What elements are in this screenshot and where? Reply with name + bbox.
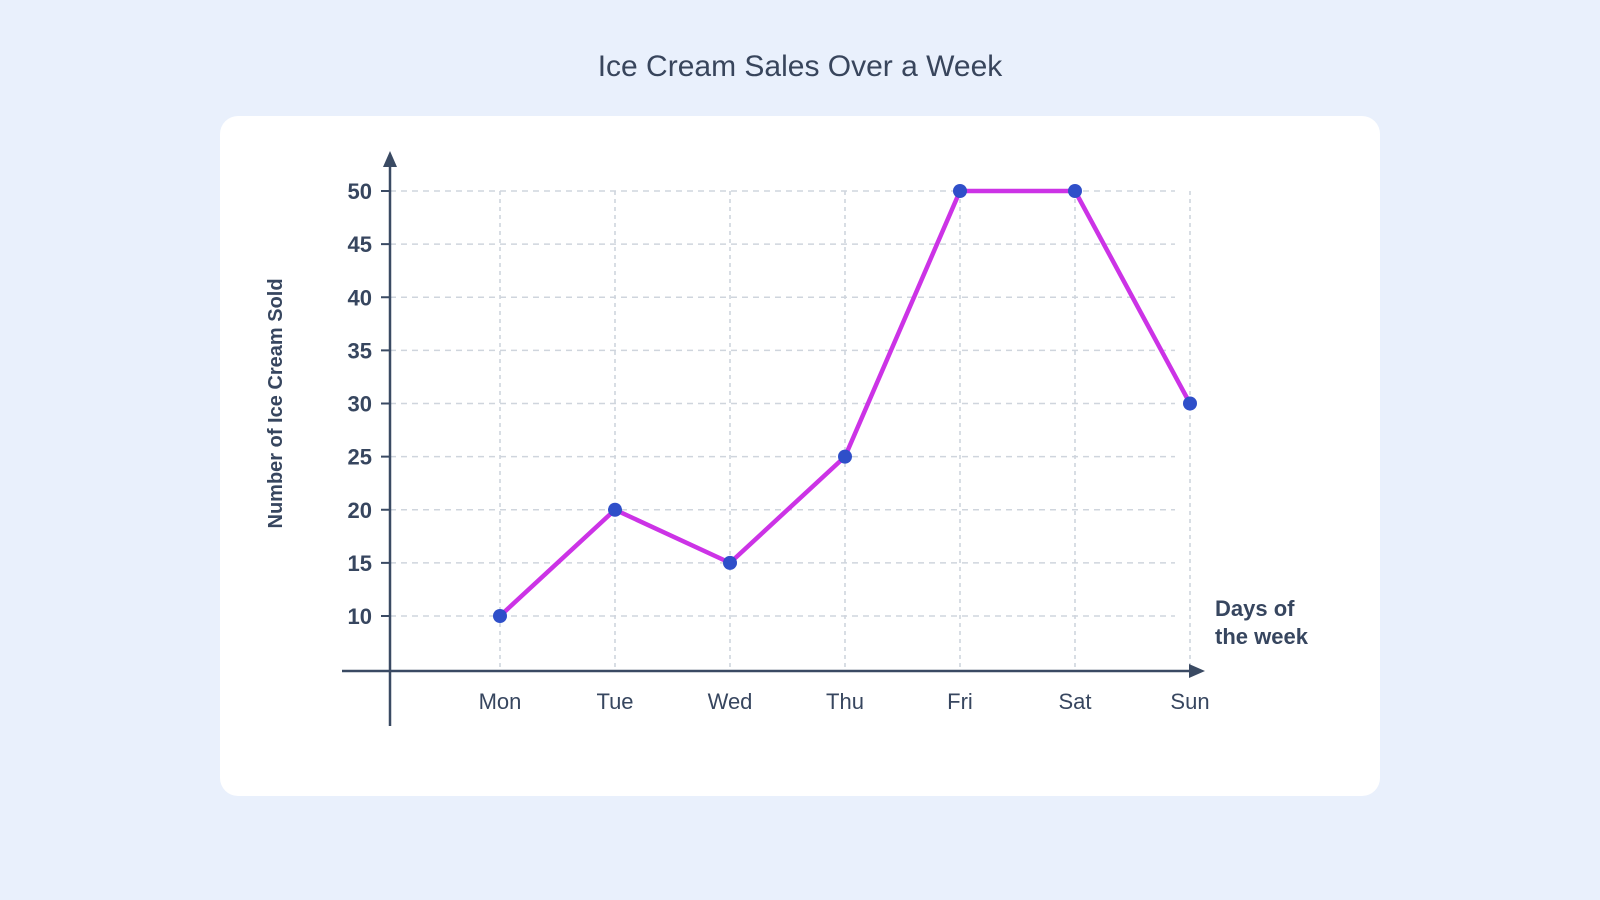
y-tick-label: 45 [348, 232, 372, 257]
y-tick-label: 40 [348, 285, 372, 310]
x-tick-label: Mon [479, 689, 522, 714]
x-tick-label: Thu [826, 689, 864, 714]
chart-title: Ice Cream Sales Over a Week [598, 50, 1003, 84]
series-point [838, 450, 852, 464]
y-tick-label: 25 [348, 445, 372, 470]
x-axis-label-line1: Days of [1215, 596, 1295, 621]
series-point [1068, 184, 1082, 198]
x-tick-label: Sun [1170, 689, 1209, 714]
y-axis-label: Number of Ice Cream Sold [265, 278, 287, 528]
x-tick-label: Tue [596, 689, 633, 714]
y-tick-label: 10 [348, 604, 372, 629]
series-point [493, 609, 507, 623]
x-axis-label-line2: the week [1215, 624, 1309, 649]
y-tick-label: 30 [348, 392, 372, 417]
line-chart: 10 15 20 25 30 35 40 45 50 Mon Tue Wed Thu Fri Sat Sun N… [220, 116, 1380, 796]
y-axis-arrow [383, 151, 397, 167]
x-tick-label: Wed [708, 689, 753, 714]
x-tick-label: Fri [947, 689, 973, 714]
y-tick-label: 50 [348, 179, 372, 204]
y-tick-label: 20 [348, 498, 372, 523]
y-tick-label: 15 [348, 551, 372, 576]
chart-card: 10 15 20 25 30 35 40 45 50 Mon Tue Wed Thu Fri Sat Sun N… [220, 116, 1380, 796]
x-tick-label: Sat [1058, 689, 1091, 714]
y-tick-label: 35 [348, 338, 372, 363]
series-point [608, 503, 622, 517]
series-point [1183, 397, 1197, 411]
series-point [723, 556, 737, 570]
series-point [953, 184, 967, 198]
x-axis-arrow [1189, 664, 1205, 678]
